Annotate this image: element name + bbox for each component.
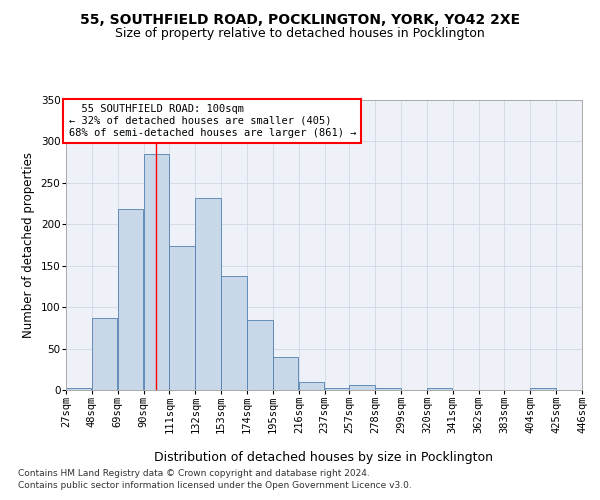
- Bar: [427, 388, 452, 390]
- Text: Distribution of detached houses by size in Pocklington: Distribution of detached houses by size …: [155, 451, 493, 464]
- Bar: [325, 388, 350, 390]
- Bar: [375, 388, 401, 390]
- Bar: [349, 385, 375, 390]
- Bar: [169, 246, 195, 390]
- Bar: [118, 210, 143, 390]
- Text: Contains HM Land Registry data © Crown copyright and database right 2024.: Contains HM Land Registry data © Crown c…: [18, 468, 370, 477]
- Text: 55 SOUTHFIELD ROAD: 100sqm
← 32% of detached houses are smaller (405)
68% of sem: 55 SOUTHFIELD ROAD: 100sqm ← 32% of deta…: [68, 104, 356, 138]
- Bar: [247, 320, 272, 390]
- Bar: [221, 276, 247, 390]
- Bar: [530, 388, 556, 390]
- Text: 55, SOUTHFIELD ROAD, POCKLINGTON, YORK, YO42 2XE: 55, SOUTHFIELD ROAD, POCKLINGTON, YORK, …: [80, 12, 520, 26]
- Bar: [273, 357, 298, 390]
- Bar: [92, 318, 118, 390]
- Text: Contains public sector information licensed under the Open Government Licence v3: Contains public sector information licen…: [18, 481, 412, 490]
- Text: Size of property relative to detached houses in Pocklington: Size of property relative to detached ho…: [115, 28, 485, 40]
- Bar: [143, 154, 169, 390]
- Bar: [299, 382, 324, 390]
- Bar: [66, 388, 91, 390]
- Bar: [196, 198, 221, 390]
- Y-axis label: Number of detached properties: Number of detached properties: [22, 152, 35, 338]
